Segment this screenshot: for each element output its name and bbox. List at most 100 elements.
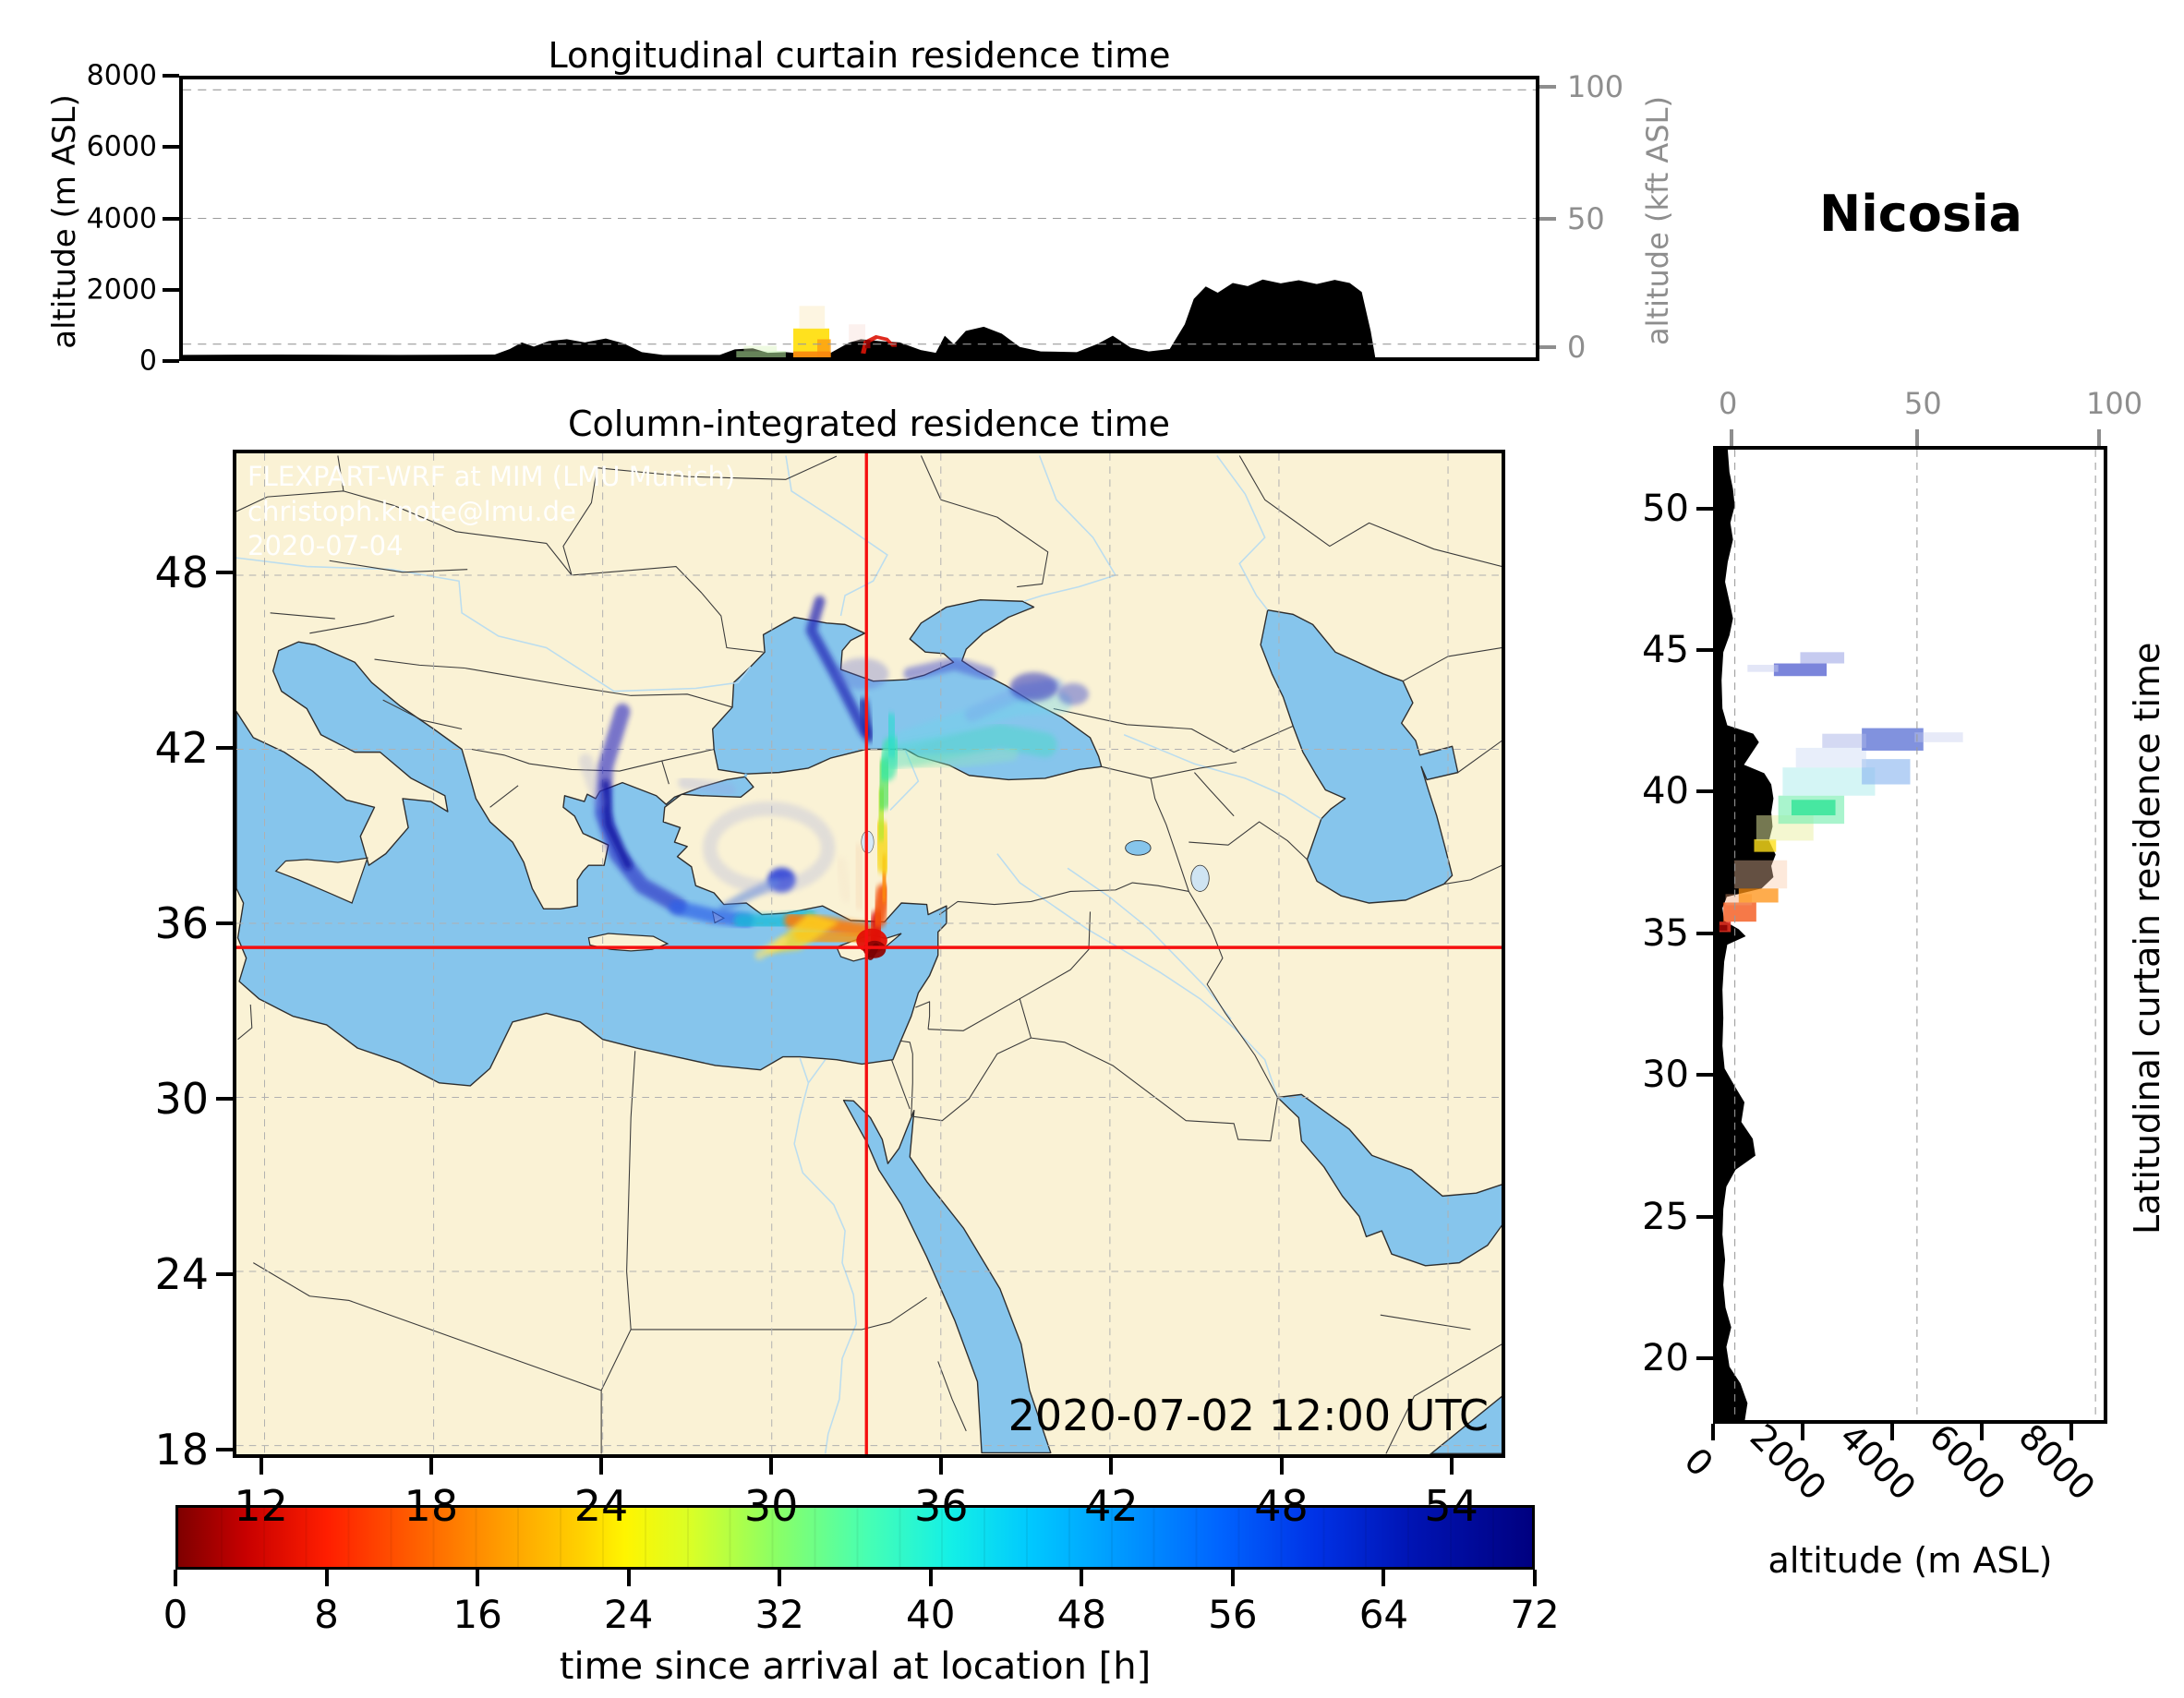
- tick-mark: [1711, 1424, 1715, 1440]
- watermark: FLEXPART-WRF at MIM (LMU Munich) christo…: [247, 460, 735, 564]
- right-panel-alt-tick: 8000: [2010, 1415, 2104, 1509]
- right-panel-lat-tick: 25: [1642, 1195, 1689, 1238]
- tick-mark: [1729, 429, 1733, 446]
- right-panel-lat-tick: 50: [1642, 487, 1689, 530]
- top-panel-kft-label: altitude (kft ASL): [1640, 96, 1675, 345]
- right-panel-lat-tick: 35: [1642, 911, 1689, 955]
- tick-mark: [1915, 429, 1920, 446]
- tick-mark: [174, 1570, 177, 1586]
- receptor-crosshair: [236, 453, 1502, 1454]
- tick-mark: [1382, 1570, 1386, 1586]
- tick-mark: [163, 145, 179, 150]
- tick-mark: [1533, 1570, 1537, 1586]
- caspian-sea: [1260, 608, 1459, 904]
- tick-mark: [216, 921, 233, 925]
- right-panel-xlabel: altitude (m ASL): [1768, 1540, 2053, 1581]
- colorbar: [175, 1505, 1535, 1570]
- top-panel-kft-tick: 100: [1567, 68, 1624, 104]
- right-panel-kft-tick: 50: [1904, 386, 1942, 421]
- colorbar-label: time since arrival at location [h]: [559, 1645, 1152, 1688]
- tick-mark: [259, 1458, 263, 1475]
- map-plot: [236, 453, 1502, 1454]
- arabian-sea-corner: [1429, 1395, 1502, 1454]
- lake-van: [1125, 839, 1152, 856]
- map-ytick: 30: [154, 1073, 209, 1124]
- latitudinal-curtain-plot: [1717, 450, 2096, 1420]
- map-ytick: 48: [154, 547, 209, 597]
- tick-mark: [1696, 931, 1713, 935]
- right-panel-alt-tick: 4000: [1831, 1415, 1925, 1509]
- tick-mark: [163, 287, 179, 292]
- tick-mark: [1109, 1458, 1114, 1475]
- tick-mark: [1890, 1424, 1895, 1440]
- top-panel-ytick: 4000: [86, 202, 157, 235]
- right-panel-lat-tick: 45: [1642, 629, 1689, 671]
- colorbar-tick: 40: [906, 1592, 956, 1637]
- colorbar-tick: 16: [452, 1592, 502, 1637]
- top-panel-ytick: 2000: [86, 273, 157, 307]
- longitudinal-curtain-plot: [183, 89, 1536, 357]
- tick-mark: [163, 216, 179, 221]
- tick-mark: [1696, 1214, 1713, 1219]
- tick-mark: [216, 1447, 233, 1451]
- map-ytick: 36: [154, 897, 209, 948]
- map-timestamp: 2020-07-02 12:00 UTC: [1008, 1391, 1489, 1440]
- tick-mark: [216, 570, 233, 574]
- map-ytick: 18: [154, 1424, 209, 1475]
- top-panel-ytick: 8000: [86, 59, 157, 92]
- map-title: Column-integrated residence time: [568, 403, 1170, 444]
- colorbar-tick: 32: [754, 1592, 804, 1637]
- tick-mark: [163, 74, 179, 78]
- bosphorus-strait: [743, 773, 748, 778]
- tick-mark: [1696, 1073, 1713, 1078]
- right-panel-lat-tick: 40: [1642, 770, 1689, 813]
- tick-mark: [1539, 216, 1556, 221]
- colorbar-tick: 8: [314, 1592, 339, 1637]
- tick-mark: [598, 1458, 603, 1475]
- tick-mark: [1539, 345, 1556, 350]
- tick-mark: [476, 1570, 480, 1586]
- top-panel-ytick: 6000: [86, 130, 157, 163]
- tick-mark: [939, 1458, 944, 1475]
- tick-mark: [216, 745, 233, 750]
- tick-mark: [626, 1570, 631, 1586]
- tick-mark: [769, 1458, 774, 1475]
- colorbar-tick: 48: [1056, 1592, 1107, 1637]
- map-gridlines: [236, 453, 1502, 1454]
- colorbar-tick: 72: [1510, 1592, 1560, 1637]
- basemap: [236, 455, 1502, 1454]
- watermark-line3: 2020-07-04: [247, 530, 404, 562]
- watermark-line2: christoph.knote@lmu.de: [247, 495, 576, 527]
- tick-mark: [1801, 1424, 1805, 1440]
- right-panel-right-label: Latitudinal curtain residence time: [2127, 642, 2167, 1234]
- tick-mark: [2069, 1424, 2074, 1440]
- red-sea: [842, 1099, 1052, 1454]
- latitudinal-curtain-panel: [1713, 446, 2107, 1424]
- tick-mark: [216, 1271, 233, 1276]
- right-panel-alt-tick: 2000: [1742, 1415, 1835, 1509]
- tick-mark: [216, 1096, 233, 1101]
- right-panel-kft-tick: 100: [2085, 386, 2143, 421]
- tick-mark: [163, 359, 179, 363]
- longitudinal-curtain-title: Longitudinal curtain residence time: [548, 35, 1171, 76]
- map-ytick: 42: [154, 722, 209, 773]
- tick-mark: [1696, 648, 1713, 652]
- tick-mark: [928, 1570, 933, 1586]
- tick-mark: [1696, 789, 1713, 794]
- colorbar-tick: 64: [1358, 1592, 1409, 1637]
- colorbar-gradient: [178, 1508, 1532, 1567]
- longitudinal-curtain-panel: [179, 76, 1539, 361]
- tick-mark: [778, 1570, 782, 1586]
- right-panel-alt-tick: 6000: [1921, 1415, 2014, 1509]
- colorbar-tick: 24: [603, 1592, 654, 1637]
- sicily-island: [274, 857, 368, 904]
- top-panel-kft-tick: 50: [1567, 200, 1605, 236]
- tick-mark: [1279, 1458, 1284, 1475]
- colorbar-bands: [178, 1508, 1532, 1567]
- right-panel-lat-tick: 30: [1642, 1054, 1689, 1097]
- tick-mark: [1080, 1570, 1084, 1586]
- watermark-line1: FLEXPART-WRF at MIM (LMU Munich): [247, 461, 736, 492]
- top-panel-ylabel: altitude (m ASL): [46, 94, 83, 349]
- tick-mark: [1449, 1458, 1454, 1475]
